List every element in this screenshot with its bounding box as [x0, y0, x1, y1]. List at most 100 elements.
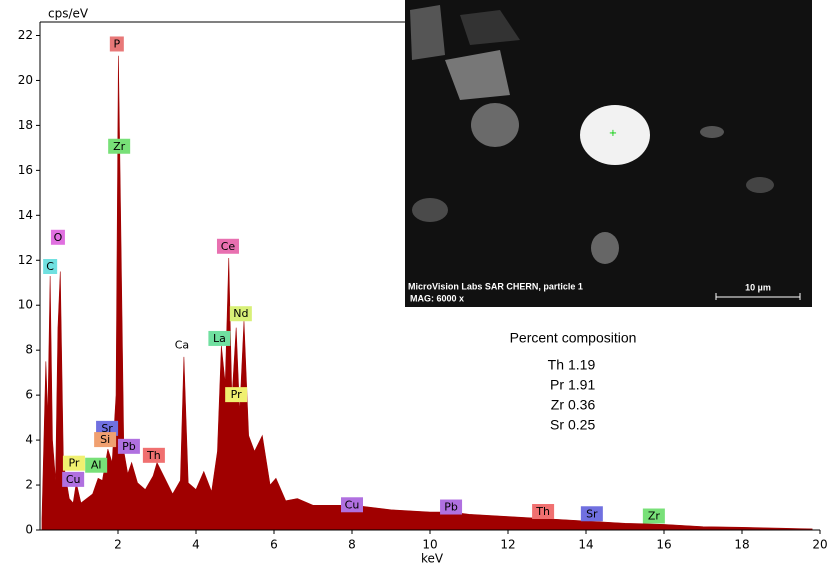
peak-label-box	[208, 330, 231, 346]
peak-label: Sr	[580, 506, 603, 522]
peak-label: Th	[142, 447, 165, 463]
peak-label-box	[117, 438, 140, 454]
peak-label: Nd	[229, 306, 252, 322]
y-tick-label: 4	[25, 433, 33, 447]
y-tick-label: 16	[18, 163, 33, 177]
peak-label-box	[109, 36, 124, 52]
x-tick-label: 10	[422, 538, 437, 552]
peak-label: Cu	[62, 471, 85, 487]
sem-image: + MicroVision Labs SAR CHERN, particle 1…	[405, 0, 812, 307]
peak-label-box	[50, 229, 65, 245]
peak-label-text: Cu	[345, 498, 360, 511]
x-tick-label: 6	[270, 538, 278, 552]
y-axis-label: cps/eV	[48, 7, 89, 21]
marker: +	[609, 128, 617, 139]
peak-label: Ce	[216, 238, 239, 254]
x-tick-label: 20	[812, 538, 827, 552]
x-tick-label: 16	[656, 538, 671, 552]
y-tick-label: 8	[25, 343, 33, 357]
composition-value: 0.25	[568, 417, 595, 433]
particle	[591, 232, 619, 264]
composition-element: Zr	[551, 397, 565, 413]
peak-label-text: Ca	[175, 339, 189, 352]
peak-label-text: Th	[146, 449, 161, 462]
peak-label-text: Zr	[113, 140, 126, 153]
peak-label-text: Nd	[233, 307, 248, 320]
image-mag: MAG: 6000 x	[410, 293, 464, 303]
particle	[410, 5, 445, 60]
y-tick-label: 2	[25, 478, 33, 492]
peak-label-text: C	[46, 260, 54, 273]
composition-element: Sr	[550, 417, 564, 433]
peak-label-box	[216, 238, 239, 254]
composition-element: Pr	[550, 377, 564, 393]
peak-label-box	[532, 504, 555, 520]
particle	[471, 103, 519, 147]
peak-label-box	[642, 508, 665, 524]
peak-label: Pr	[225, 387, 248, 403]
peak-label: Zr	[108, 138, 131, 154]
peak-label-box	[43, 259, 58, 275]
peak-label-box	[341, 497, 363, 513]
peak-label-box	[142, 447, 165, 463]
peak-label-box	[440, 499, 463, 515]
peak-label-box	[229, 306, 252, 322]
composition-value: 1.91	[568, 377, 595, 393]
peak-label: Zr	[642, 508, 665, 524]
peak-label: Al	[85, 457, 108, 473]
particle	[445, 50, 510, 100]
peak-label-text: Si	[100, 433, 110, 446]
peak-label-text: Pb	[444, 501, 458, 514]
peak-label-box	[580, 506, 603, 522]
particle	[412, 198, 448, 222]
composition-value: 0.36	[568, 397, 595, 413]
peak-label-text: Sr	[101, 422, 113, 435]
peak-label: P	[109, 36, 124, 52]
y-tick-label: 20	[18, 73, 33, 87]
composition-value: 1.19	[568, 357, 595, 373]
y-tick-label: 18	[18, 118, 33, 132]
x-tick-label: 12	[500, 538, 515, 552]
peak-label-box	[108, 138, 131, 154]
y-tick-label: 0	[25, 523, 33, 537]
x-tick-label: 14	[578, 538, 593, 552]
peak-label: O	[50, 229, 65, 245]
y-tick-label: 14	[18, 208, 33, 222]
x-tick-label: 2	[114, 538, 122, 552]
peak-label-box	[225, 387, 248, 403]
peak-label: Si	[94, 432, 117, 448]
y-tick-label: 6	[25, 388, 33, 402]
x-axis-label: keV	[421, 552, 444, 565]
bright-particle	[580, 105, 650, 165]
peak-label-text: La	[213, 332, 226, 345]
peak-label: La	[208, 330, 231, 346]
peak-label-box	[62, 471, 85, 487]
y-tick-label: 10	[18, 298, 33, 312]
image-caption: MicroVision Labs SAR CHERN, particle 1	[408, 281, 583, 291]
peak-label-text: Sr	[586, 507, 598, 520]
peak-label-box	[94, 432, 117, 448]
peak-label-text: Th	[535, 505, 550, 518]
peak-label-text: Ce	[221, 240, 236, 253]
scale-label: 10 µm	[745, 282, 771, 292]
peak-label-text: P	[114, 37, 121, 50]
x-tick-label: 8	[348, 538, 356, 552]
peak-label-text: Al	[91, 459, 102, 472]
particle	[746, 177, 774, 193]
peak-label-text: Pb	[122, 440, 136, 453]
peak-label-text: O	[54, 231, 63, 244]
particle	[700, 126, 724, 138]
peak-label-text: Pr	[231, 388, 242, 401]
peak-label: C	[43, 259, 58, 275]
x-tick-label: 4	[192, 538, 200, 552]
peak-label: Pr	[62, 455, 85, 471]
y-tick-label: 12	[18, 253, 33, 267]
peak-label-text: Pr	[68, 457, 79, 470]
composition-element: Th	[548, 357, 564, 373]
particle	[460, 10, 520, 45]
peak-label: Cu	[341, 497, 363, 513]
y-tick-label: 22	[18, 28, 33, 42]
